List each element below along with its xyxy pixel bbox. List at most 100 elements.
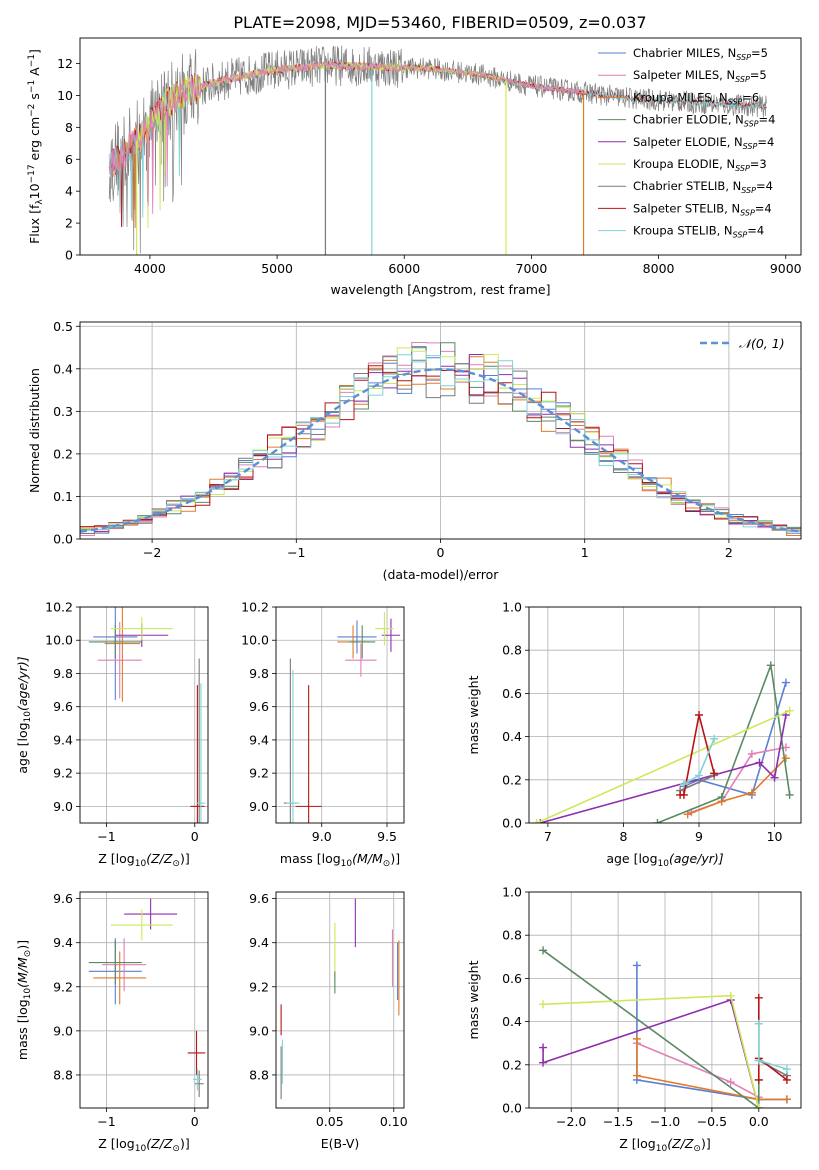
x-tick-label: 0: [191, 829, 199, 844]
y-axis-label: mass weight: [466, 675, 481, 754]
weight-line: [758, 1023, 788, 1070]
x-tick-label: 0.05: [316, 1114, 344, 1129]
plot-age-vs-z: [88, 607, 206, 823]
legend-entry: Chabrier ELODIE, NSSP=4: [633, 113, 775, 129]
y-tick-label: 9.0: [249, 1023, 269, 1038]
y-tick-label: 0.4: [502, 729, 522, 744]
plot-area: 4000 5000 6000 7000 8000 9000024681012wavelen…: [15, 37, 802, 1154]
weight-marker: [632, 961, 641, 970]
x-axis-label: Z [log10(Z/Z⊙)]: [98, 851, 189, 869]
y-tick-label: 9.4: [53, 732, 73, 747]
x-tick-label: 9.0: [312, 829, 332, 844]
plot-mass-vs-ebv: [280, 898, 400, 1100]
y-tick-label: 0.0: [502, 1101, 522, 1116]
y-tick-label: 9.6: [249, 699, 269, 714]
weight-marker: [539, 1058, 548, 1067]
y-tick-label: 10.2: [241, 600, 269, 615]
legend-entry: Salpeter ELODIE, NSSP=4: [633, 135, 774, 151]
y-tick-label: 9.6: [53, 891, 73, 906]
chart-weight-vs-z: −2.0 −1.5 −1.0 −0.5 0.0 0.0 0.2 0.4 0.6 0.8 1.0 Z […: [466, 885, 802, 1154]
y-tick-label: 0.1: [53, 489, 73, 504]
y-tick-label: 9.8: [53, 666, 73, 681]
weight-line: [542, 949, 760, 1108]
x-tick-label: 1: [581, 545, 589, 560]
x-tick-label: 9000: [770, 261, 802, 276]
legend-entry: Chabrier STELIB, NSSP=4: [633, 179, 773, 195]
y-tick-label: 0: [65, 248, 73, 263]
legend-entry: Kroupa STELIB, NSSP=4: [633, 224, 764, 240]
legend-entry: Kroupa MILES, NSSP=6: [633, 90, 759, 106]
y-tick-label: 12: [57, 56, 73, 71]
chart-mass-vs-ebv: 0.05 0.10 8.8 9.0 9.2 9.4 9.6 E(B-V): [249, 891, 408, 1151]
weight-marker: [632, 1034, 641, 1043]
y-tick-label: 6: [65, 152, 73, 167]
spectrum-line: [108, 61, 584, 214]
y-tick-label: 10.2: [45, 600, 73, 615]
weight-marker: [754, 993, 763, 1002]
weight-marker: [653, 819, 662, 823]
y-tick-label: 1.0: [502, 600, 522, 615]
weight-marker: [785, 790, 794, 799]
x-tick-label: 0.10: [380, 1114, 408, 1129]
x-tick-label: 10: [767, 829, 783, 844]
spectrum-line: [108, 45, 767, 254]
y-tick-label: 0.0: [53, 532, 73, 547]
x-axis-label: wavelength [Angstrom, rest frame]: [330, 282, 550, 297]
weight-line: [540, 714, 787, 823]
x-tick-label: −0.5: [697, 1114, 727, 1129]
axes-frame: [528, 891, 802, 1109]
legend-entry: Chabrier MILES, NSSP=5: [633, 46, 768, 62]
weight-line: [542, 998, 760, 1108]
axes-frame: [275, 606, 405, 824]
x-tick-label: 0: [191, 1114, 199, 1129]
y-tick-label: 9.0: [249, 799, 269, 814]
x-tick-label: 0.0: [749, 1114, 769, 1129]
weight-marker: [747, 788, 756, 797]
x-tick-label: 7: [544, 829, 552, 844]
y-tick-label: 10.0: [45, 633, 73, 648]
axes-frame: [275, 891, 405, 1109]
y-tick-label: 1.0: [502, 885, 522, 900]
y-tick-label: 0.0: [502, 816, 522, 831]
x-tick-label: 9: [695, 829, 703, 844]
x-tick-label: 7000: [516, 261, 548, 276]
x-tick-label: 2: [725, 545, 733, 560]
weight-marker: [766, 661, 775, 670]
chart-residuals: −2 −1 0 1 2 0.0 0.1 0.2 0.3 0.4 0.5 (data-model)/er…: [27, 319, 802, 582]
x-tick-label: −1: [287, 545, 305, 560]
x-tick-label: 6000: [388, 261, 420, 276]
weight-marker: [632, 1071, 641, 1080]
chart-age-vs-mass: 9.0 9.5 9.0 9.2 9.4 9.6 9.8 10.0 10.2 mass [log10…: [241, 600, 405, 869]
x-tick-label: −1: [97, 829, 115, 844]
y-tick-label: 9.2: [249, 979, 269, 994]
legend-entry: Kroupa ELODIE, NSSP=3: [633, 157, 767, 173]
axes-frame: [79, 606, 209, 824]
weight-marker: [710, 734, 719, 743]
weight-marker: [539, 1000, 548, 1009]
y-tick-label: 9.4: [249, 935, 269, 950]
plot-weight-vs-age: [532, 661, 794, 823]
axes-frame: [528, 606, 802, 824]
plot-weight-vs-z: [539, 946, 791, 1108]
x-tick-label: 0: [437, 545, 445, 560]
y-tick-label: 0.6: [502, 971, 522, 986]
y-tick-label: 9.6: [249, 891, 269, 906]
x-axis-label: mass [log10(M/M⊙)]: [280, 851, 400, 869]
y-tick-label: 9.0: [53, 799, 73, 814]
x-tick-label: −1.0: [650, 1114, 680, 1129]
y-tick-label: 0.8: [502, 643, 522, 658]
weight-marker: [683, 810, 692, 819]
weight-line: [657, 665, 791, 823]
y-axis-label: age [log10(age/yr)]: [15, 656, 33, 773]
x-tick-label: 5000: [261, 261, 293, 276]
weight-marker: [782, 1065, 791, 1074]
y-tick-label: 9.2: [53, 766, 73, 781]
x-tick-label: −1.5: [603, 1114, 633, 1129]
x-tick-label: −2.0: [556, 1114, 586, 1129]
weight-marker: [726, 1078, 735, 1087]
weight-marker: [754, 1019, 763, 1028]
weight-marker: [770, 773, 779, 782]
chart-age-vs-z: −1 0 9.0 9.2 9.4 9.6 9.8 10.0 10.2 Z [log10(Z/Z⊙)…: [15, 600, 209, 869]
x-axis-label: (data-model)/error: [383, 567, 500, 582]
normal-curve: [80, 368, 801, 533]
